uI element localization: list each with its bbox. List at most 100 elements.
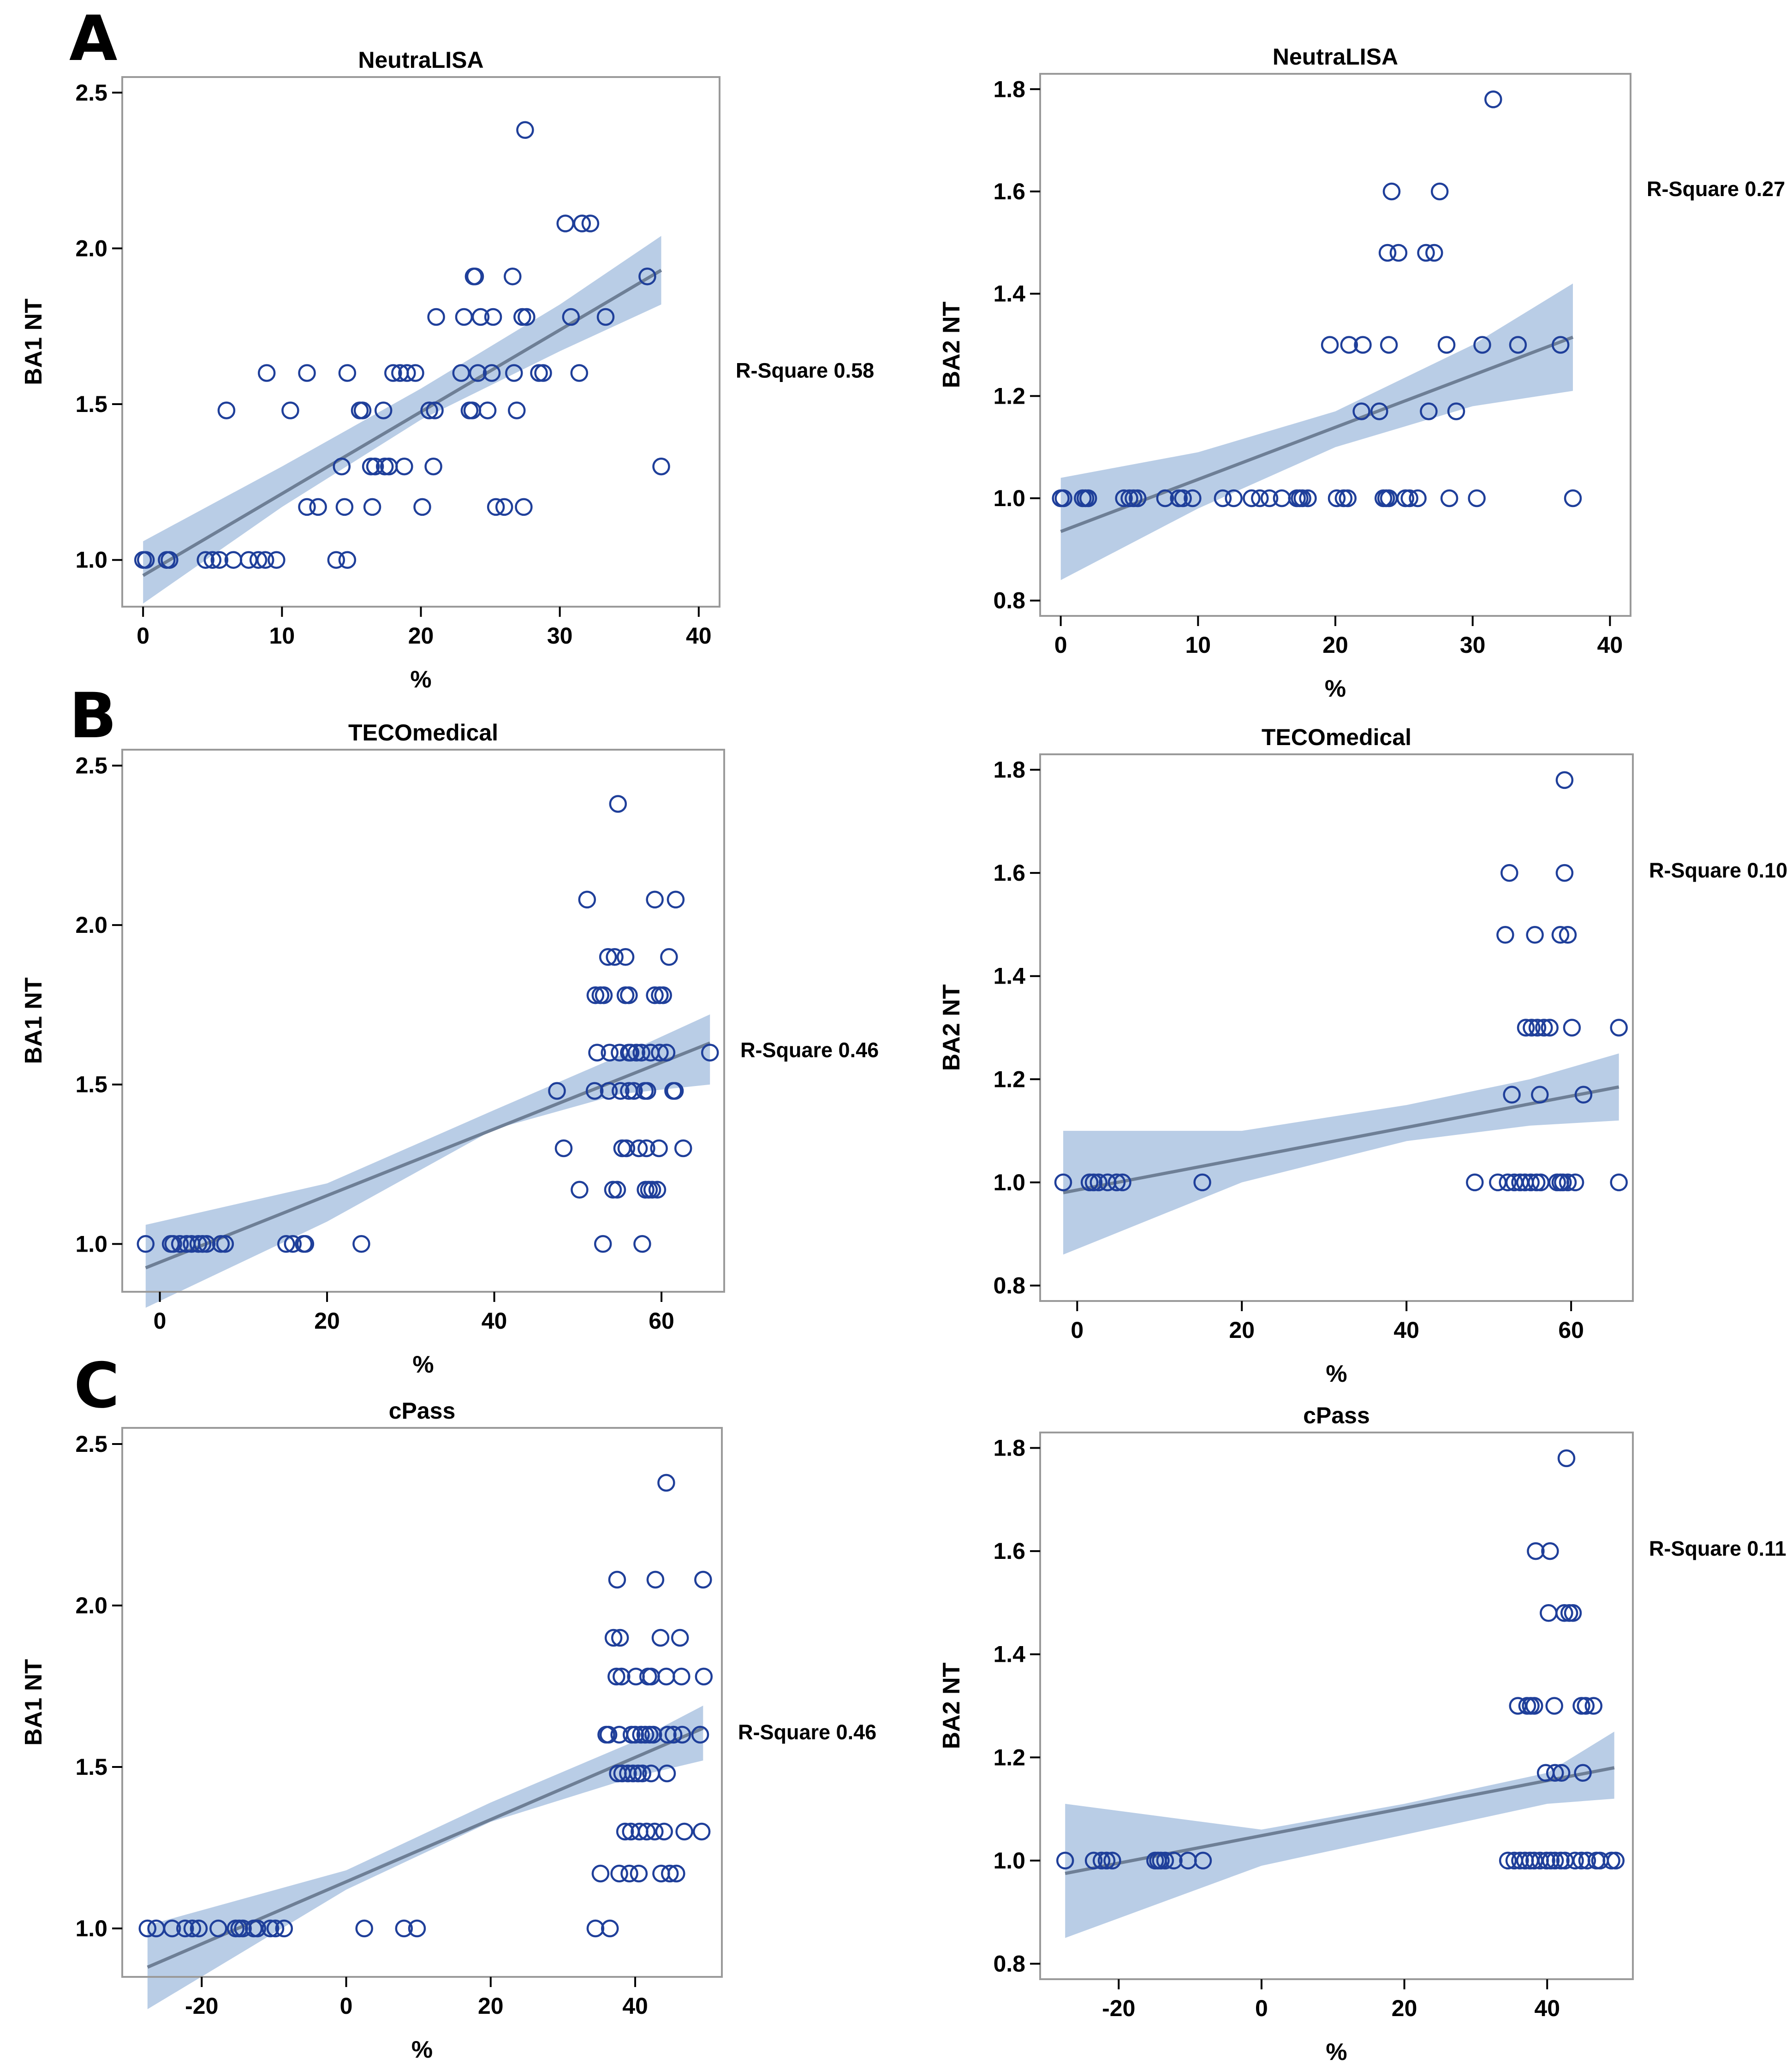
regression-line	[1063, 1085, 1619, 1194]
data-point	[691, 1725, 709, 1744]
plot-frame	[1039, 753, 1634, 1302]
data-point	[1293, 489, 1311, 507]
data-point	[1084, 1851, 1103, 1870]
data-point	[478, 401, 497, 419]
data-point	[632, 1044, 650, 1062]
y-tick-label: 0.8	[993, 1272, 1025, 1298]
data-point	[384, 364, 402, 382]
data-point	[298, 364, 316, 382]
confidence-band	[147, 1706, 703, 2009]
data-point	[1251, 489, 1269, 507]
data-point	[646, 1570, 665, 1589]
data-point	[1537, 1851, 1555, 1870]
data-point	[1509, 336, 1527, 354]
data-point	[620, 1864, 638, 1883]
data-point	[420, 401, 438, 419]
data-point	[1555, 864, 1574, 882]
x-tick-label: 10	[269, 623, 295, 649]
r-square-label: R-Square 0.46	[740, 1038, 879, 1062]
data-point	[1079, 489, 1097, 507]
data-point	[609, 795, 627, 813]
plot-title: cPass	[1303, 1403, 1370, 1428]
data-point	[516, 121, 534, 139]
data-point	[596, 308, 615, 326]
y-tick-label: 1.2	[993, 383, 1025, 409]
data-point	[352, 1235, 370, 1253]
data-point	[1113, 1173, 1131, 1192]
data-point	[659, 1725, 677, 1744]
y-tick-label: 1.0	[993, 1848, 1025, 1874]
data-point	[1526, 926, 1544, 944]
data-point	[630, 1864, 648, 1883]
data-point	[1193, 1173, 1211, 1192]
data-point	[1572, 1697, 1590, 1715]
x-tick-label: 0	[1255, 1995, 1268, 2021]
data-point	[487, 498, 505, 516]
data-point	[1156, 489, 1174, 507]
r-square-label: R-Square 0.27	[1647, 177, 1785, 201]
plot-title: TECOmedical	[348, 720, 498, 746]
data-point	[275, 1919, 293, 1938]
data-point	[667, 890, 685, 909]
data-point	[1587, 1851, 1606, 1870]
data-point	[1056, 1851, 1074, 1870]
data-point	[1054, 489, 1072, 507]
data-point	[1555, 771, 1574, 789]
data-point	[586, 1919, 605, 1938]
data-point	[1531, 1086, 1549, 1104]
data-point	[608, 1570, 626, 1589]
x-tick-label: 60	[649, 1308, 674, 1334]
data-point	[163, 1919, 181, 1938]
data-point	[298, 498, 316, 516]
data-point	[648, 1181, 667, 1199]
data-point	[1165, 1851, 1183, 1870]
data-point	[657, 1667, 675, 1686]
data-point	[1563, 1019, 1581, 1037]
data-point	[1103, 1851, 1121, 1870]
plot-panel: -20 0 20 40 1.0 1.5 2.0 2.5 cPass% BA1 NT R-Square…	[20, 1398, 876, 2063]
data-point	[652, 457, 670, 476]
data-point	[626, 1725, 644, 1744]
data-point	[643, 1181, 661, 1199]
data-point	[1542, 1851, 1560, 1870]
y-tick-label: 1.0	[75, 1916, 107, 1941]
data-point	[1107, 1173, 1126, 1192]
plot-panel: 0 10 20 30 40 1.0 1.5 2.0 2.5 NeutraLISA% BA1 NT R-…	[20, 47, 874, 693]
y-tick-label: 1.0	[993, 485, 1025, 511]
data-point	[1352, 402, 1370, 420]
data-point	[257, 364, 276, 382]
data-point	[604, 1181, 622, 1199]
data-point	[406, 364, 424, 382]
data-point	[164, 1235, 182, 1253]
plot-panel: 0 20 40 60 0.8 1.0 1.2 1.4 1.6 1.8 TECOmedical% BA2…	[938, 724, 1787, 1387]
data-point	[651, 1044, 669, 1062]
data-point	[248, 1919, 267, 1938]
panel-label-b: B	[69, 680, 117, 752]
data-point	[395, 1919, 413, 1938]
data-point	[1523, 1019, 1541, 1037]
data-point	[277, 1235, 295, 1253]
data-point	[1089, 1173, 1107, 1192]
data-point	[1551, 926, 1570, 944]
y-tick-label: 1.8	[993, 1435, 1025, 1461]
data-point	[1499, 1173, 1517, 1192]
data-point	[266, 1919, 285, 1938]
y-axis-label: BA1 NT	[20, 977, 47, 1064]
regression-line	[1065, 1766, 1615, 1875]
x-tick-label: 20	[1229, 1317, 1255, 1343]
data-point	[1559, 926, 1577, 944]
data-point	[1584, 1697, 1603, 1715]
data-point	[1552, 1764, 1571, 1782]
y-tick-label: 1.0	[993, 1170, 1025, 1195]
data-point	[1260, 489, 1279, 507]
data-point	[611, 1629, 629, 1647]
x-axis-label: %	[412, 1351, 434, 1378]
y-axis-label: BA2 NT	[938, 984, 965, 1071]
data-point	[638, 267, 656, 286]
data-point	[1340, 336, 1358, 354]
regression-line	[142, 269, 662, 577]
plot-title: TECOmedical	[1262, 724, 1411, 750]
data-point	[1499, 1851, 1517, 1870]
data-point	[591, 1864, 610, 1883]
data-point	[646, 890, 664, 909]
